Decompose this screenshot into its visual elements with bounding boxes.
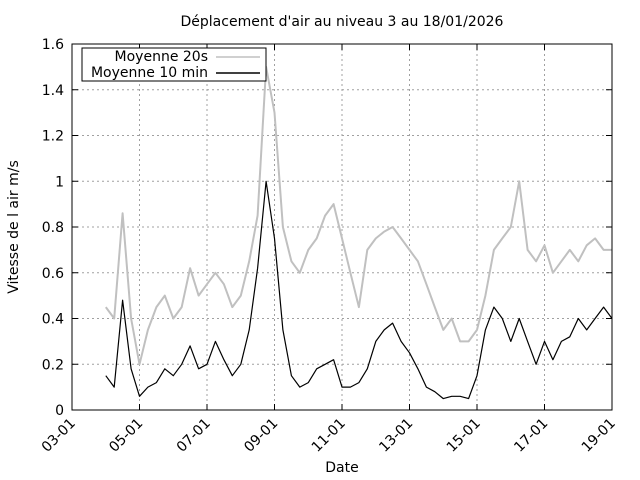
legend-label-moyenne-10-min: Moyenne 10 min	[91, 65, 208, 81]
y-tick-label: 0	[55, 403, 64, 419]
x-tick-label: 03-01	[39, 416, 79, 456]
x-axis-label: Date	[325, 460, 358, 476]
x-tick-label: 19-01	[579, 416, 619, 456]
x-tick-label: 15-01	[444, 416, 484, 456]
y-tick-label: 0.8	[42, 220, 64, 236]
grid-lines	[72, 44, 612, 410]
x-tick-label: 07-01	[174, 416, 214, 456]
legend-label-moyenne-20s: Moyenne 20s	[115, 49, 208, 65]
chart-title: Déplacement d'air au niveau 3 au 18/01/2…	[181, 14, 504, 30]
y-axis-label: Vitesse de l air m/s	[6, 160, 22, 294]
x-tick-label: 13-01	[376, 416, 416, 456]
series-layer	[104, 65, 613, 400]
legend-box	[81, 47, 267, 82]
axis-ticks	[71, 43, 613, 411]
y-tick-label: 0.4	[42, 312, 64, 328]
y-tick-label: 0.2	[42, 357, 64, 373]
y-tick-label: 0.6	[42, 266, 64, 282]
y-tick-label: 1	[55, 174, 64, 190]
y-tick-label: 1.2	[42, 129, 64, 145]
series-line-moyenne-20s	[104, 65, 612, 366]
x-tick-label: 05-01	[106, 416, 146, 456]
x-tick-label: 09-01	[241, 416, 281, 456]
legend: Moyenne 20s Moyenne 10 min	[81, 47, 267, 82]
y-tick-label: 1.4	[42, 83, 64, 99]
y-tick-label: 1.6	[42, 37, 64, 53]
x-tick-label: 11-01	[309, 416, 349, 456]
series-line-moyenne-10-min	[105, 180, 613, 400]
x-tick-label: 17-01	[511, 416, 551, 456]
